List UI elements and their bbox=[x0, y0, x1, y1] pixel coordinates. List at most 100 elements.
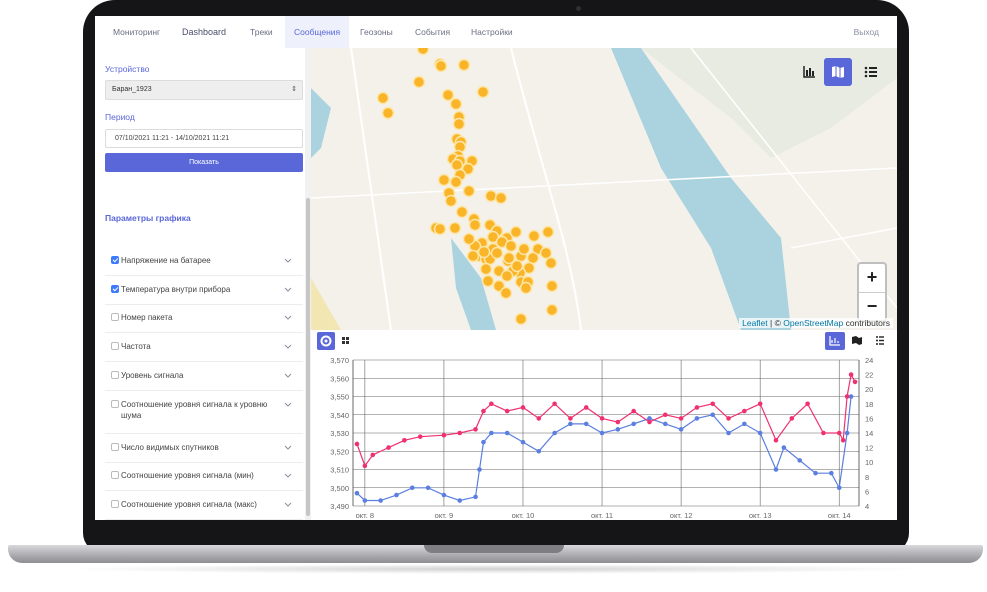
logout-link[interactable]: Выход bbox=[853, 27, 879, 37]
voltage-point[interactable] bbox=[797, 458, 803, 463]
track-marker[interactable] bbox=[527, 229, 541, 243]
voltage-point[interactable] bbox=[520, 439, 526, 445]
voltage-point[interactable] bbox=[848, 394, 854, 399]
chevron-down-icon[interactable] bbox=[283, 442, 293, 452]
track-marker[interactable] bbox=[481, 274, 495, 288]
voltage-point[interactable] bbox=[678, 427, 684, 432]
track-marker[interactable] bbox=[381, 106, 395, 120]
voltage-point[interactable] bbox=[599, 430, 605, 436]
param-checkbox[interactable] bbox=[111, 471, 119, 479]
temperature-point[interactable] bbox=[726, 416, 731, 421]
param-row[interactable]: Соотношение уровня сигнала к уровню шума bbox=[105, 391, 303, 434]
voltage-point[interactable] bbox=[631, 421, 636, 427]
temperature-point[interactable] bbox=[552, 401, 557, 407]
voltage-point[interactable] bbox=[829, 470, 834, 476]
param-row[interactable]: Частота bbox=[105, 333, 303, 362]
track-marker[interactable] bbox=[539, 246, 553, 260]
voltage-point[interactable] bbox=[481, 439, 486, 445]
voltage-point[interactable] bbox=[813, 470, 818, 476]
temperature-point[interactable] bbox=[354, 441, 360, 447]
show-button[interactable]: Показать bbox=[105, 153, 303, 172]
track-marker[interactable] bbox=[468, 218, 482, 232]
voltage-point[interactable] bbox=[568, 421, 573, 427]
temperature-point[interactable] bbox=[678, 416, 684, 421]
param-row[interactable]: Соотношение уровня сигнала (макс) bbox=[105, 491, 303, 520]
temperature-point[interactable] bbox=[536, 416, 542, 421]
nav-item-monitoring[interactable]: Мониторинг bbox=[113, 27, 161, 37]
temperature-point[interactable] bbox=[583, 405, 589, 410]
temperature-point[interactable] bbox=[789, 416, 795, 421]
temperature-point[interactable] bbox=[647, 419, 652, 425]
temperature-point[interactable] bbox=[773, 438, 779, 443]
nav-item-geozones[interactable]: Геозоны bbox=[360, 27, 393, 37]
voltage-point[interactable] bbox=[354, 490, 360, 496]
temperature-point[interactable] bbox=[481, 408, 486, 414]
voltage-point[interactable] bbox=[781, 445, 787, 450]
track-marker[interactable] bbox=[541, 225, 555, 239]
temperature-point[interactable] bbox=[417, 434, 423, 439]
temperature-point[interactable] bbox=[441, 432, 447, 438]
period-input[interactable]: 07/10/2021 11:21 - 14/10/2021 11:21 bbox=[105, 129, 303, 148]
track-marker[interactable] bbox=[479, 262, 493, 276]
track-marker[interactable] bbox=[509, 225, 523, 239]
track-marker[interactable] bbox=[437, 173, 451, 187]
voltage-point[interactable] bbox=[844, 430, 850, 436]
track-marker[interactable] bbox=[441, 88, 455, 102]
param-row[interactable]: Число видимых спутников bbox=[105, 434, 303, 463]
list-view-button[interactable] bbox=[857, 58, 885, 86]
param-checkbox[interactable] bbox=[111, 342, 119, 350]
track-marker[interactable] bbox=[545, 303, 559, 317]
voltage-point[interactable] bbox=[425, 485, 431, 491]
voltage-point[interactable] bbox=[742, 421, 747, 427]
track-marker[interactable] bbox=[477, 245, 491, 259]
param-checkbox[interactable] bbox=[111, 371, 119, 379]
track-marker[interactable] bbox=[544, 256, 558, 270]
param-row[interactable]: Напряжение на батарее bbox=[105, 247, 303, 276]
voltage-point[interactable] bbox=[615, 427, 621, 432]
panel-scrollbar[interactable] bbox=[305, 48, 311, 520]
voltage-point[interactable] bbox=[726, 430, 731, 436]
track-marker[interactable] bbox=[510, 259, 524, 273]
voltage-point[interactable] bbox=[409, 485, 415, 491]
voltage-point[interactable] bbox=[504, 430, 510, 436]
voltage-point[interactable] bbox=[757, 430, 763, 436]
chevron-down-icon[interactable] bbox=[283, 312, 293, 322]
voltage-point[interactable] bbox=[362, 498, 368, 503]
temperature-point[interactable] bbox=[457, 430, 463, 436]
voltage-point[interactable] bbox=[473, 494, 478, 500]
voltage-point[interactable] bbox=[378, 498, 383, 503]
param-checkbox[interactable] bbox=[111, 256, 119, 264]
track-marker[interactable] bbox=[504, 239, 518, 253]
temperature-point[interactable] bbox=[631, 408, 636, 414]
track-marker[interactable] bbox=[376, 91, 390, 105]
chevron-down-icon[interactable] bbox=[283, 370, 293, 380]
voltage-point[interactable] bbox=[457, 498, 463, 503]
track-marker[interactable] bbox=[490, 246, 504, 260]
temperature-point[interactable] bbox=[757, 401, 763, 407]
temperature-point[interactable] bbox=[504, 408, 510, 414]
track-marker[interactable] bbox=[500, 269, 514, 283]
param-checkbox[interactable] bbox=[111, 313, 119, 321]
voltage-point[interactable] bbox=[477, 467, 482, 472]
temperature-point[interactable] bbox=[836, 430, 842, 436]
track-marker[interactable] bbox=[517, 242, 531, 256]
track-marker[interactable] bbox=[448, 221, 462, 235]
track-marker[interactable] bbox=[545, 279, 559, 293]
track-marker[interactable] bbox=[519, 281, 533, 295]
voltage-point[interactable] bbox=[489, 430, 494, 436]
param-row[interactable]: Температура внутри прибора bbox=[105, 276, 303, 305]
nav-item-tracks[interactable]: Треки bbox=[250, 27, 273, 37]
track-marker[interactable] bbox=[455, 205, 469, 219]
map[interactable]: + − Leaflet | © OpenStreetMap contributo… bbox=[311, 48, 897, 330]
voltage-point[interactable] bbox=[836, 485, 842, 491]
track-marker[interactable] bbox=[434, 59, 448, 73]
track-marker[interactable] bbox=[499, 286, 513, 300]
chevron-down-icon[interactable] bbox=[283, 499, 293, 509]
track-marker[interactable] bbox=[444, 194, 458, 208]
device-select[interactable]: Баран_1923 ⇕ bbox=[105, 80, 303, 100]
chart-list-icon[interactable] bbox=[876, 336, 884, 345]
voltage-point[interactable] bbox=[662, 421, 668, 427]
param-row[interactable]: Номер пакета bbox=[105, 304, 303, 333]
temperature-point[interactable] bbox=[662, 412, 668, 418]
voltage-point[interactable] bbox=[773, 467, 779, 472]
